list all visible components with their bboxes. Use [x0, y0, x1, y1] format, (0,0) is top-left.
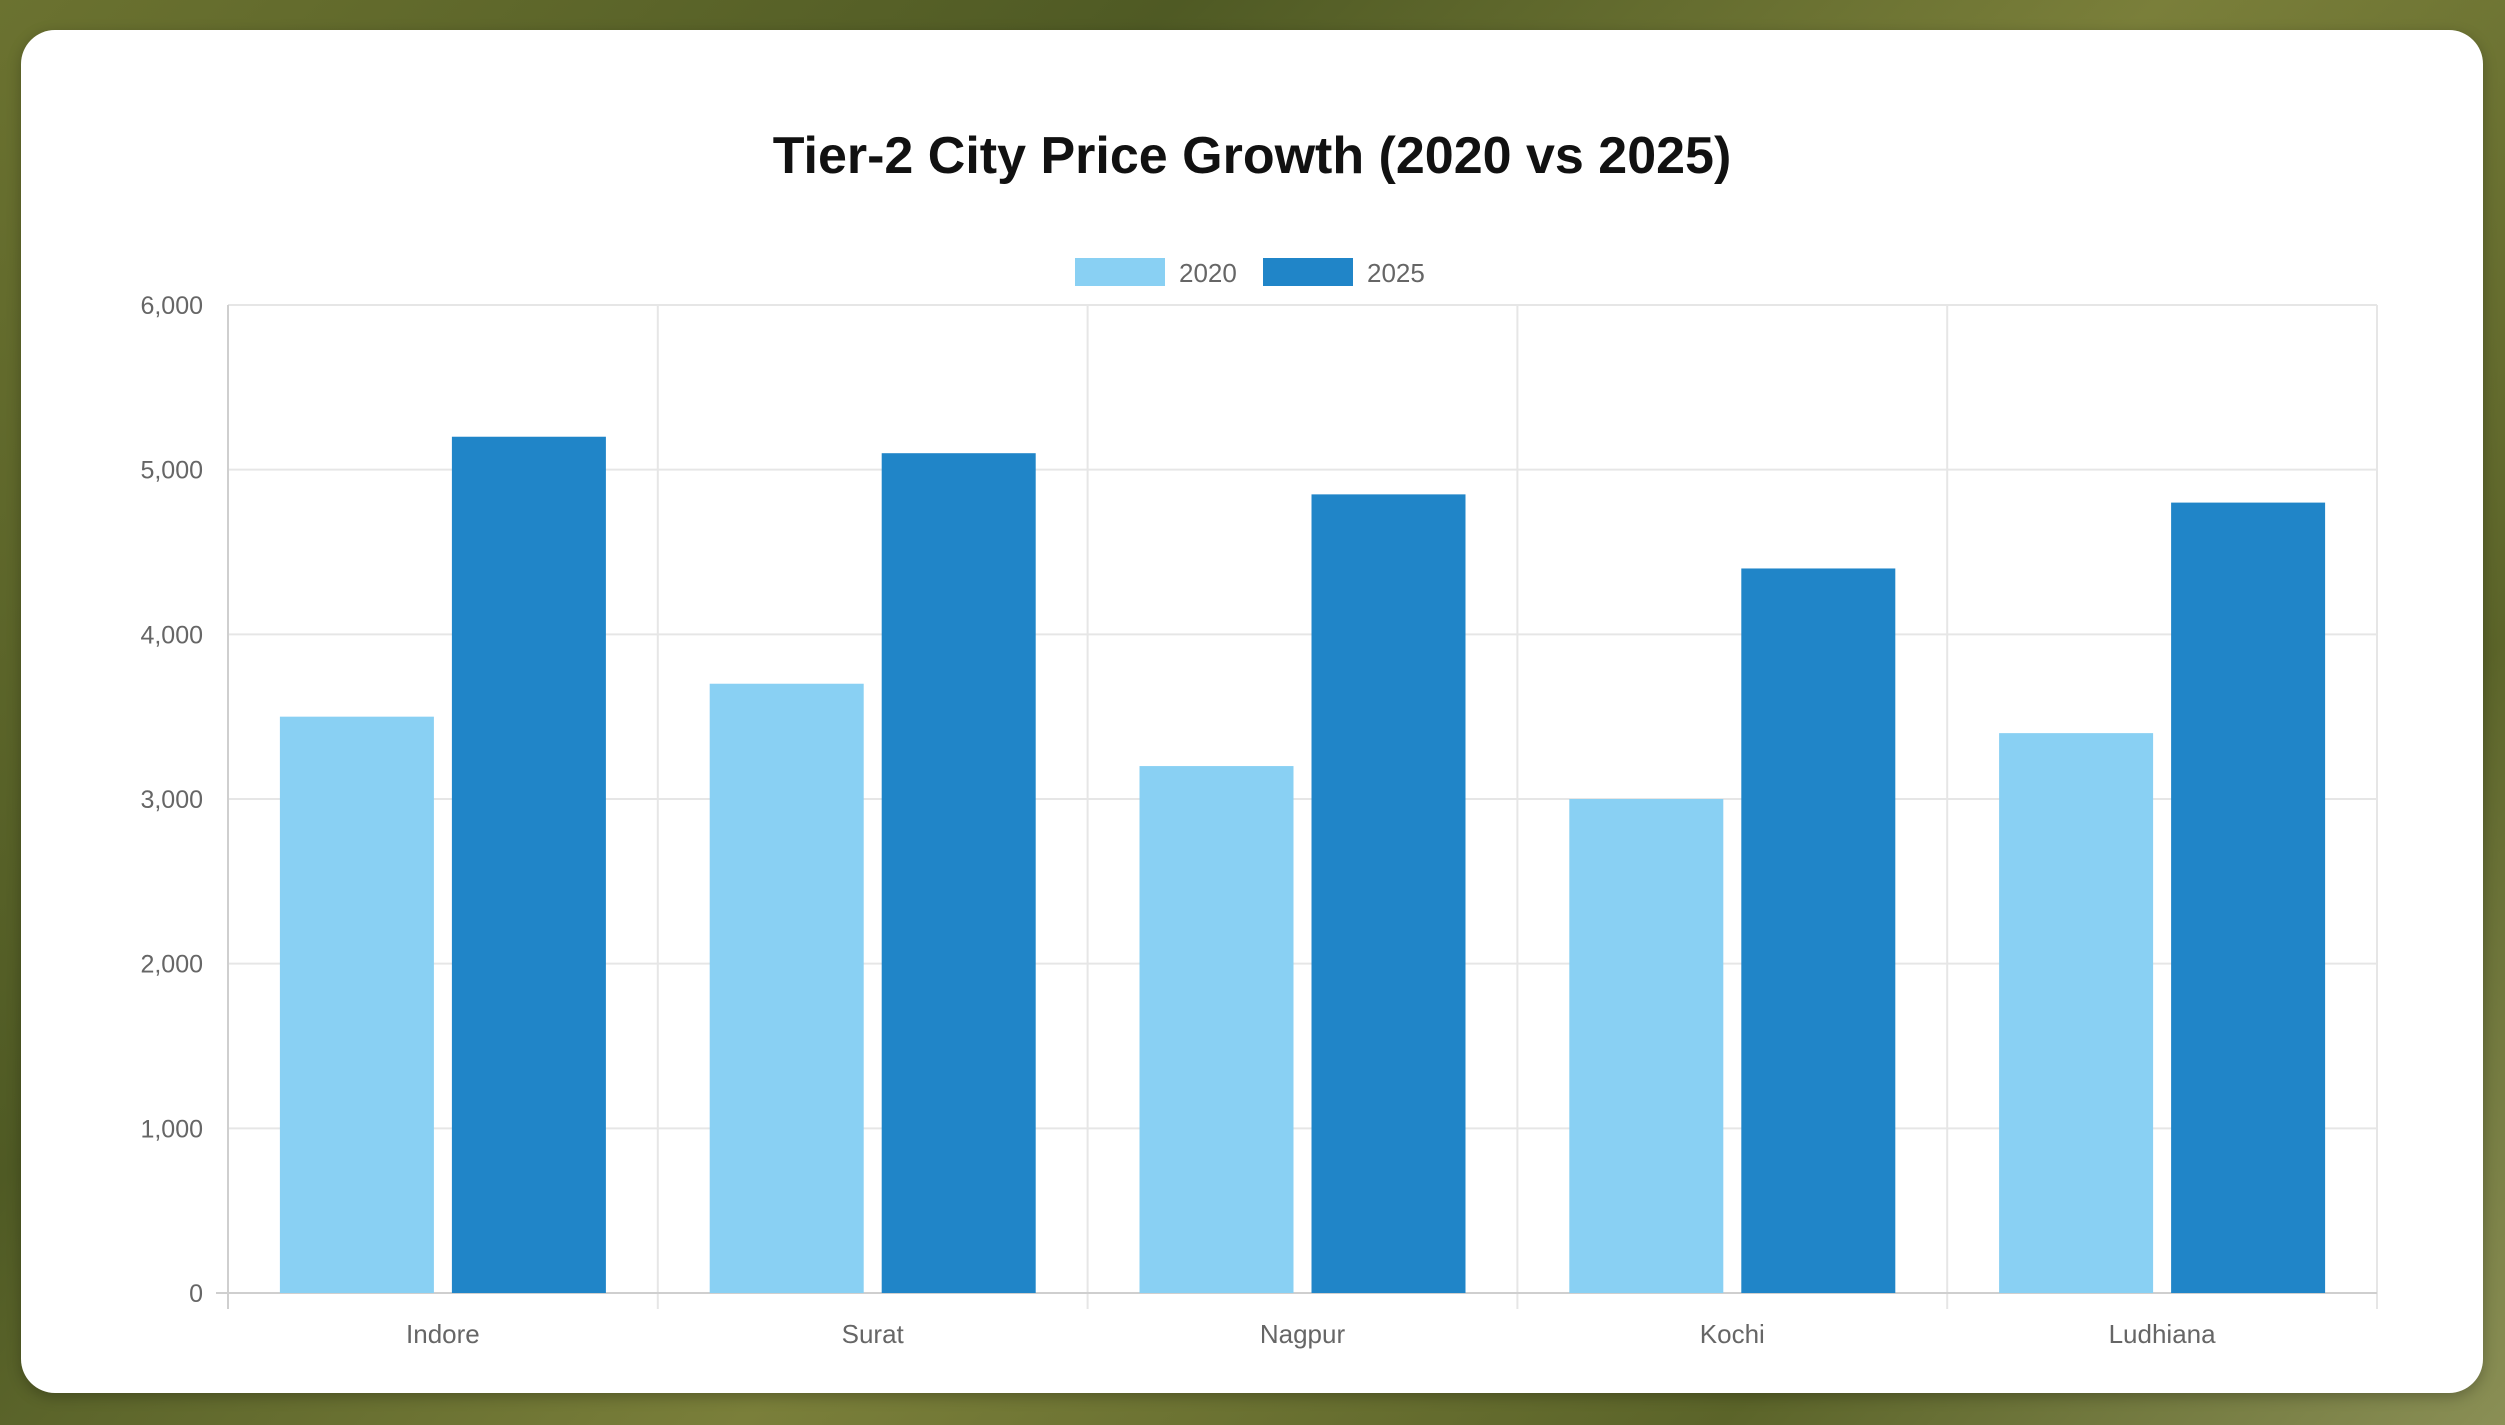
bar-nagpur-2025[interactable]: [1311, 494, 1466, 1293]
y-tick-label-2: 2,000: [140, 951, 203, 979]
legend-label-2025: 2025: [1367, 258, 1425, 288]
bar-ludhiana-2025[interactable]: [2171, 502, 2326, 1294]
bar-indore-2025[interactable]: [451, 436, 606, 1293]
y-tick-label-3: 3,000: [140, 786, 203, 814]
x-axis-labels: Indore Surat Nagpur Kochi Ludhiana: [406, 1319, 2216, 1349]
y-tick-label-5: 5,000: [140, 457, 203, 485]
chart-bars: [279, 436, 2326, 1294]
bar-indore-2020[interactable]: [279, 716, 434, 1293]
legend-label-2020: 2020: [1179, 258, 1237, 288]
legend-swatch-2020: [1075, 258, 1165, 286]
y-axis-ticks: 0 1,000 2,000 3,000 4,000 5,000 6,000: [140, 292, 203, 1308]
bar-surat-2020[interactable]: [709, 683, 864, 1293]
y-tick-label-1: 1,000: [140, 1115, 203, 1143]
x-label-nagpur: Nagpur: [1260, 1319, 1346, 1349]
x-label-indore: Indore: [406, 1319, 480, 1349]
chart-title: Tier-2 City Price Growth (2020 vs 2025): [773, 127, 1732, 185]
y-tick-label-0: 0: [189, 1280, 203, 1308]
legend-swatch-2025: [1263, 258, 1353, 286]
bar-chart: Tier-2 City Price Growth (2020 vs 2025) …: [140, 127, 2378, 1349]
y-tick-label-6: 6,000: [140, 292, 203, 320]
bar-ludhiana-2020[interactable]: [1999, 733, 2154, 1293]
chart-card: Tier-2 City Price Growth (2020 vs 2025) …: [21, 30, 2483, 1393]
legend-item-2025[interactable]: 2025: [1263, 258, 1425, 288]
bar-kochi-2025[interactable]: [1741, 568, 1896, 1293]
legend-item-2020[interactable]: 2020: [1075, 258, 1237, 288]
x-label-ludhiana: Ludhiana: [2109, 1319, 2217, 1349]
y-tick-label-4: 4,000: [140, 621, 203, 649]
bar-kochi-2020[interactable]: [1569, 799, 1724, 1293]
bar-nagpur-2020[interactable]: [1139, 766, 1294, 1293]
bar-surat-2025[interactable]: [881, 453, 1036, 1293]
x-label-surat: Surat: [842, 1319, 905, 1349]
chart-legend: 2020 2025: [1075, 258, 1425, 288]
x-label-kochi: Kochi: [1700, 1319, 1765, 1349]
